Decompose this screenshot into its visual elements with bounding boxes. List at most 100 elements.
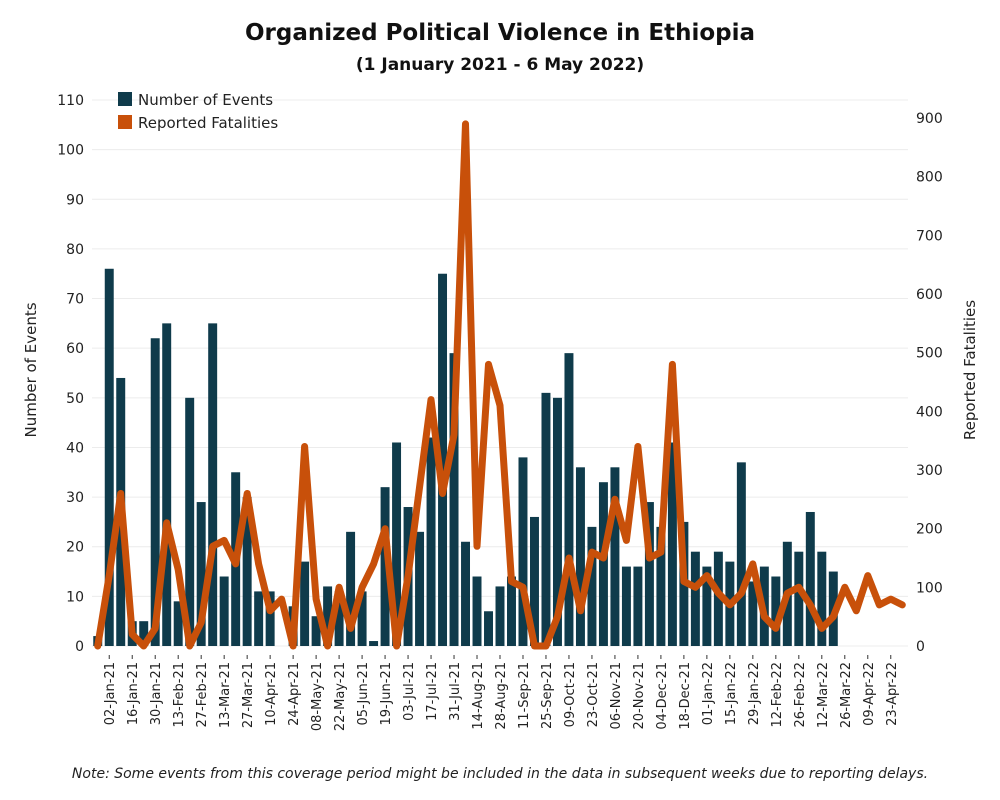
x-tick-label: 25-Sep-21 — [540, 662, 555, 729]
bar — [415, 531, 425, 646]
legend-label-fatalities: Reported Fatalities — [138, 114, 278, 132]
bar — [507, 576, 516, 646]
bar — [633, 566, 643, 646]
y-left-tick-label: 80 — [66, 242, 84, 258]
bar — [346, 531, 356, 646]
bar — [311, 616, 321, 646]
x-tick-label: 12-Feb-22 — [770, 662, 785, 727]
x-tick-label: 19-Jun-21 — [379, 662, 394, 726]
chart-title: Organized Political Violence in Ethiopia — [244, 20, 756, 46]
y-left-tick-label: 20 — [66, 540, 84, 556]
bar — [449, 353, 459, 646]
x-tick-label: 14-Aug-21 — [471, 662, 486, 730]
bar — [794, 551, 804, 646]
y-left-tick-label: 40 — [66, 440, 84, 456]
bar — [495, 586, 505, 646]
x-tick-label: 09-Apr-22 — [862, 662, 877, 726]
x-tick-label: 16-Jan-21 — [126, 662, 141, 725]
y-right-tick-label: 0 — [916, 639, 925, 655]
y-right-tick-label: 400 — [916, 404, 943, 420]
x-tick-label: 03-Jul-21 — [402, 662, 417, 721]
x-tick-label: 23-Oct-21 — [586, 662, 601, 727]
bar — [265, 591, 275, 646]
bar — [713, 551, 723, 646]
x-tick-label: 04-Dec-21 — [655, 662, 670, 730]
bar — [139, 621, 149, 646]
x-tick-label: 11-Sep-21 — [517, 662, 532, 729]
fatalities-line — [94, 120, 906, 650]
x-tick-label: 20-Nov-21 — [632, 662, 647, 730]
bar — [162, 323, 172, 646]
y-right-tick-label: 800 — [916, 170, 943, 186]
x-tick-label: 05-Jun-21 — [356, 662, 371, 726]
y-left-tick-label: 70 — [66, 292, 84, 308]
bar — [817, 551, 827, 646]
bar — [748, 581, 758, 646]
y-left-tick-label: 30 — [66, 490, 84, 506]
y-left-tick-label: 100 — [57, 143, 84, 159]
y-left-tick-label: 10 — [66, 589, 84, 605]
bar — [392, 442, 402, 646]
footnote: Note: Some events from this coverage per… — [71, 766, 929, 782]
x-tick-label: 10-Apr-21 — [264, 662, 279, 726]
y-right-tick-label: 900 — [916, 111, 943, 127]
x-tick-label: 18-Dec-21 — [678, 662, 693, 730]
x-tick-label: 27-Mar-21 — [241, 662, 256, 728]
y-right-axis-title: Reported Fatalities — [961, 300, 979, 440]
x-tick-label: 01-Jan-22 — [701, 662, 716, 725]
x-tick-label: 02-Jan-21 — [103, 662, 118, 725]
bar — [323, 586, 333, 646]
bar — [644, 502, 654, 646]
bar — [461, 541, 471, 646]
bar — [173, 601, 183, 646]
bar — [104, 268, 114, 646]
x-tick-label: 29-Jan-22 — [747, 662, 762, 725]
y-left-axis-title: Number of Events — [22, 302, 40, 437]
x-tick-label: 28-Aug-21 — [494, 662, 509, 730]
x-tick-label: 27-Feb-21 — [195, 662, 210, 727]
x-tick-label: 22-May-21 — [333, 662, 348, 731]
legend-swatch-fatalities — [118, 115, 132, 129]
x-tick-label: 13-Feb-21 — [172, 662, 187, 727]
bar — [219, 576, 229, 646]
bar — [357, 591, 367, 646]
bar — [369, 641, 379, 646]
bar — [196, 502, 206, 646]
legend-label-events: Number of Events — [138, 91, 273, 109]
bar — [529, 516, 539, 646]
bar — [472, 576, 482, 646]
y-right-tick-label: 700 — [916, 228, 943, 244]
bar — [656, 526, 666, 646]
x-tick-label: 26-Mar-22 — [839, 662, 854, 728]
bar — [242, 497, 252, 646]
bar — [380, 487, 390, 646]
bar — [736, 462, 746, 646]
x-tick-label: 09-Oct-21 — [563, 662, 578, 727]
bar — [598, 482, 608, 646]
legend-swatch-events — [118, 92, 132, 106]
y-left-tick-label: 60 — [66, 341, 84, 357]
bar — [621, 566, 631, 646]
bar — [771, 576, 781, 646]
x-tick-label: 15-Jan-22 — [724, 662, 739, 725]
x-tick-label: 06-Nov-21 — [609, 662, 624, 730]
y-right-tick-label: 500 — [916, 346, 943, 362]
bar — [426, 437, 436, 646]
bar — [438, 273, 448, 646]
y-left-tick-label: 50 — [66, 391, 84, 407]
bar — [518, 457, 528, 646]
y-right-tick-label: 300 — [916, 463, 943, 479]
bar — [208, 323, 218, 646]
bar — [484, 611, 493, 646]
y-right-tick-label: 100 — [916, 580, 943, 596]
bar — [702, 566, 712, 646]
bar — [805, 511, 815, 646]
y-left-tick-label: 0 — [75, 639, 84, 655]
bar — [667, 442, 677, 646]
x-tick-label: 26-Feb-22 — [793, 662, 808, 727]
x-tick-label: 08-May-21 — [310, 662, 325, 731]
bar — [254, 591, 264, 646]
y-left-tick-label: 90 — [66, 192, 84, 208]
bar — [334, 591, 344, 646]
